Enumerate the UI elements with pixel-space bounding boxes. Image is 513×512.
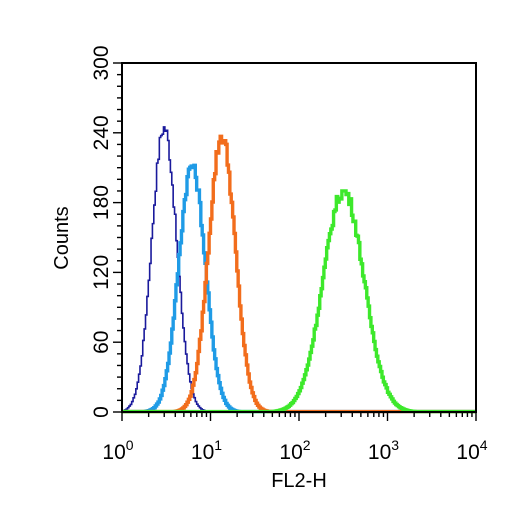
plot-frame bbox=[121, 62, 477, 413]
x-tick-label: 103 bbox=[368, 437, 399, 464]
x-tick-label: 104 bbox=[456, 437, 487, 464]
histogram-series-2 bbox=[122, 163, 476, 414]
histogram-series-3 bbox=[122, 134, 476, 414]
x-tick-label: 101 bbox=[191, 437, 222, 464]
y-tick-label: 240 bbox=[90, 115, 113, 150]
y-tick-label: 120 bbox=[90, 255, 113, 290]
histogram-series-1 bbox=[122, 126, 476, 413]
x-tick-label: 100 bbox=[102, 437, 133, 464]
y-tick-label: 0 bbox=[90, 406, 113, 418]
series-layer bbox=[122, 126, 476, 414]
y-axis: 0 60 120 180 240 300 bbox=[90, 45, 122, 418]
y-tick-label: 300 bbox=[90, 45, 113, 80]
y-tick-label: 60 bbox=[90, 331, 113, 354]
y-tick-label: 180 bbox=[90, 185, 113, 220]
x-tick-label: 102 bbox=[279, 437, 310, 464]
x-axis-title: FL2-H bbox=[271, 470, 327, 492]
y-axis-title: Counts bbox=[51, 206, 73, 269]
x-axis: 100 101 102 103 104 bbox=[102, 412, 488, 464]
